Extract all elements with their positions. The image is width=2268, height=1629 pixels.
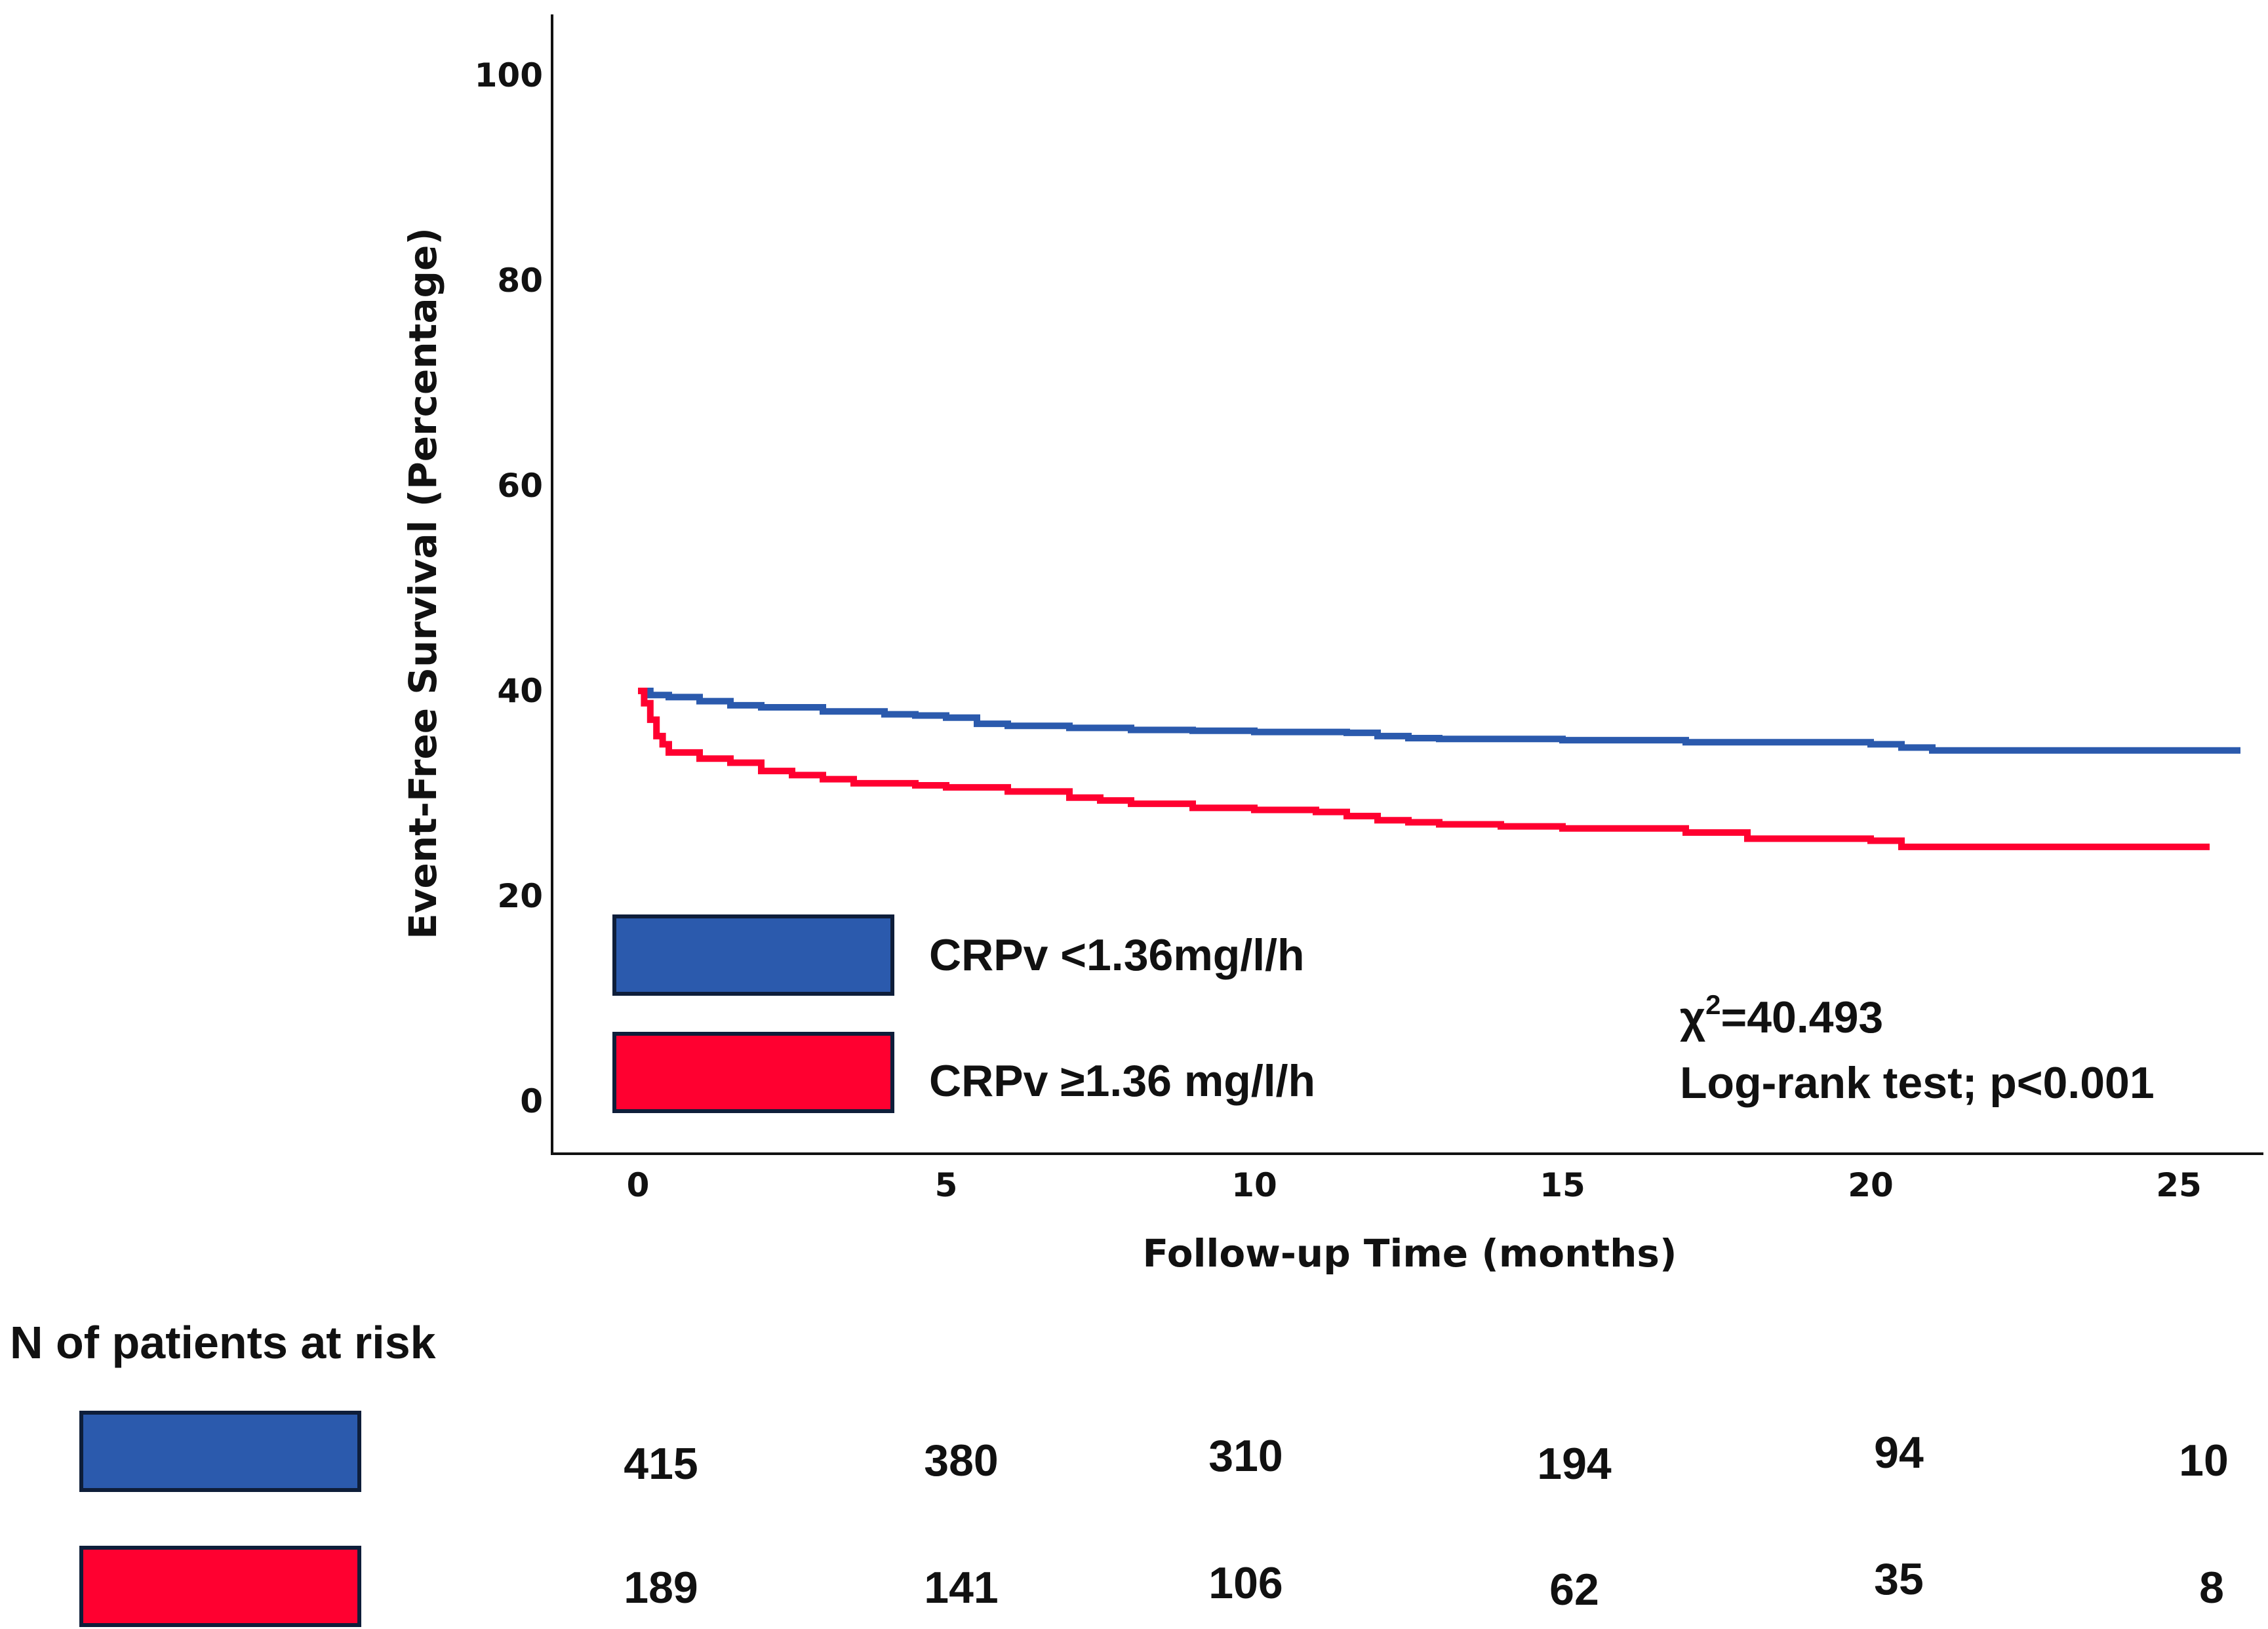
risk-table-title: N of patients at risk — [10, 1317, 436, 1368]
x-tick-label: 25 — [2156, 1166, 2202, 1204]
log-rank-text: Log-rank test; p<0.001 — [1680, 1058, 2155, 1108]
stats-annotation: χ2=40.493 Log-rank test; p<0.001 — [1680, 989, 2155, 1108]
chi-superscript: 2 — [1705, 989, 1721, 1020]
y-tick-label: 0 — [520, 1082, 543, 1120]
legend-label-red: CRPv ≥1.36 mg/l/h — [929, 1056, 1315, 1106]
x-tick-labels: 0 5 10 15 20 25 — [627, 1166, 2202, 1204]
risk-row-swatch-blue — [79, 1411, 361, 1492]
x-tick-label: 5 — [935, 1166, 958, 1204]
y-axis-title: Event-Free Survival (Percentage) — [401, 227, 445, 939]
y-tick-labels: 100 80 60 40 20 0 — [475, 56, 543, 1120]
y-tick-label: 60 — [497, 467, 543, 505]
y-tick-label: 80 — [497, 262, 543, 300]
risk-count: 35 — [1874, 1554, 1924, 1604]
y-tick-label: 100 — [475, 56, 543, 94]
chi-symbol: χ — [1680, 992, 1705, 1042]
x-tick-label: 10 — [1231, 1166, 1277, 1204]
risk-count: 380 — [924, 1436, 998, 1485]
risk-count: 8 — [2199, 1563, 2224, 1613]
risk-table: N of patients at risk 415 380 310 194 94… — [10, 1317, 2229, 1627]
risk-count: 62 — [1549, 1565, 1599, 1615]
x-tick-label: 20 — [1848, 1166, 1894, 1204]
risk-count: 141 — [924, 1563, 998, 1613]
legend-label-blue: CRPv <1.36mg/l/h — [929, 930, 1305, 980]
survival-curve-red — [638, 688, 2210, 850]
risk-count: 10 — [2179, 1436, 2229, 1485]
legend-swatch-red — [612, 1032, 894, 1113]
risk-count: 310 — [1208, 1431, 1283, 1481]
legend-swatch-blue — [612, 914, 894, 996]
x-tick-label: 0 — [627, 1166, 650, 1204]
legend: CRPv <1.36mg/l/h CRPv ≥1.36 mg/l/h — [612, 914, 1315, 1113]
chi-square-text: χ2=40.493 — [1680, 989, 1883, 1042]
x-axis-title: Follow-up Time (months) — [1143, 1231, 1677, 1276]
risk-count: 189 — [624, 1563, 698, 1613]
survival-curves — [638, 688, 2240, 850]
risk-count: 106 — [1208, 1558, 1283, 1608]
risk-count: 194 — [1537, 1439, 1612, 1489]
risk-count: 415 — [624, 1439, 698, 1489]
chi-value: =40.493 — [1721, 992, 1884, 1042]
y-tick-label: 20 — [497, 877, 543, 915]
survival-curve-blue — [638, 688, 2240, 754]
risk-count: 94 — [1874, 1428, 1924, 1478]
risk-row-swatch-red — [79, 1546, 361, 1627]
x-tick-label: 15 — [1540, 1166, 1585, 1204]
y-tick-label: 40 — [497, 672, 543, 710]
